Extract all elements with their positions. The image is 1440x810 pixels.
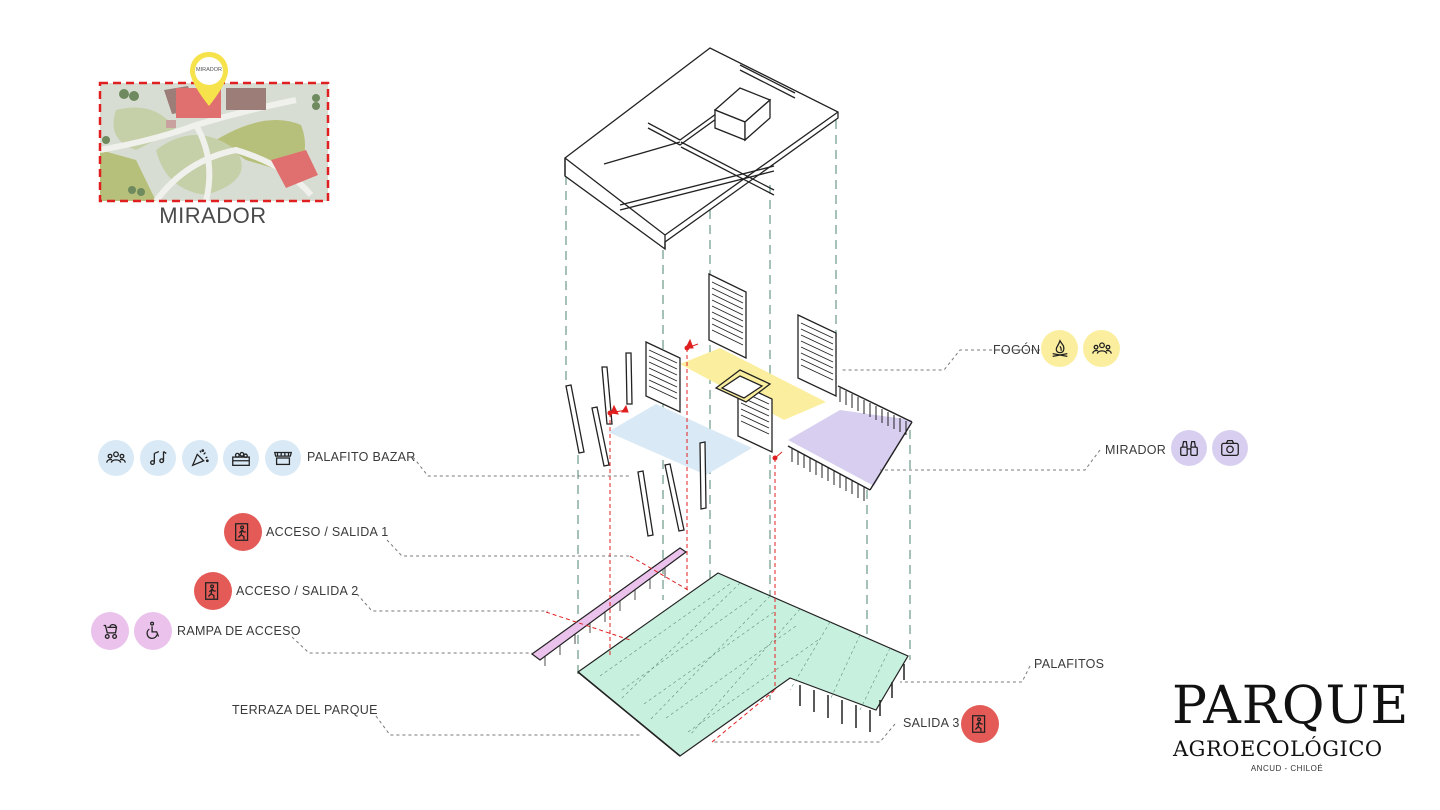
- market-stall-icon: [265, 440, 301, 476]
- label-rampa-de-acceso: RAMPA DE ACCESO: [177, 624, 301, 638]
- base-level-layer: [530, 547, 909, 757]
- map-pin-label: MIRADOR: [196, 67, 222, 73]
- emergency-exit-icon: [224, 513, 262, 551]
- map-pin: MIRADOR: [187, 50, 231, 110]
- emergency-exit-icon: [194, 572, 232, 610]
- logo-title: PARQUE: [1172, 676, 1410, 736]
- access-lines: [545, 348, 776, 743]
- camera-icon: [1212, 430, 1248, 466]
- upper-level-layer: [565, 272, 913, 537]
- logo-subtitle: AGROECOLÓGICO: [1173, 737, 1383, 761]
- label-mirador: MIRADOR: [1105, 443, 1167, 457]
- people-icon: [1083, 330, 1120, 367]
- label-palafito-bazar: PALAFITO BAZAR: [307, 450, 416, 464]
- produce-crate-icon: [223, 440, 259, 476]
- location-map-drawing: [98, 81, 330, 203]
- binoculars-icon: [1171, 430, 1207, 466]
- music-notes-icon: [140, 440, 176, 476]
- label-acceso-salida-2: ACCESO / SALIDA 2: [236, 584, 359, 598]
- location-map: [96, 80, 332, 206]
- mirador-floor: [788, 410, 912, 486]
- logo-place: ANCUD - CHILOÉ: [1250, 764, 1324, 773]
- bazar-floor: [608, 404, 752, 475]
- label-salida-3: SALIDA 3: [903, 716, 960, 730]
- stroller-icon: [91, 612, 129, 650]
- campfire-icon: [1041, 330, 1078, 367]
- roof-layer: [564, 47, 839, 251]
- wheelchair-icon: [134, 612, 172, 650]
- emergency-exit-icon: [961, 705, 999, 743]
- terrace-deck: [577, 572, 909, 757]
- leader-lines: [291, 349, 1101, 743]
- label-acceso-salida-1: ACCESO / SALIDA 1: [266, 525, 389, 539]
- ramp-deck: [530, 547, 688, 661]
- confetti-icon: [182, 440, 218, 476]
- people-icon: [98, 440, 134, 476]
- label-terraza-del-parque: TERRAZA DEL PARQUE: [232, 703, 378, 717]
- map-title: MIRADOR: [159, 203, 267, 228]
- label-fogon: FOGÓN: [993, 343, 1041, 357]
- label-palafitos: PALAFITOS: [1034, 657, 1105, 671]
